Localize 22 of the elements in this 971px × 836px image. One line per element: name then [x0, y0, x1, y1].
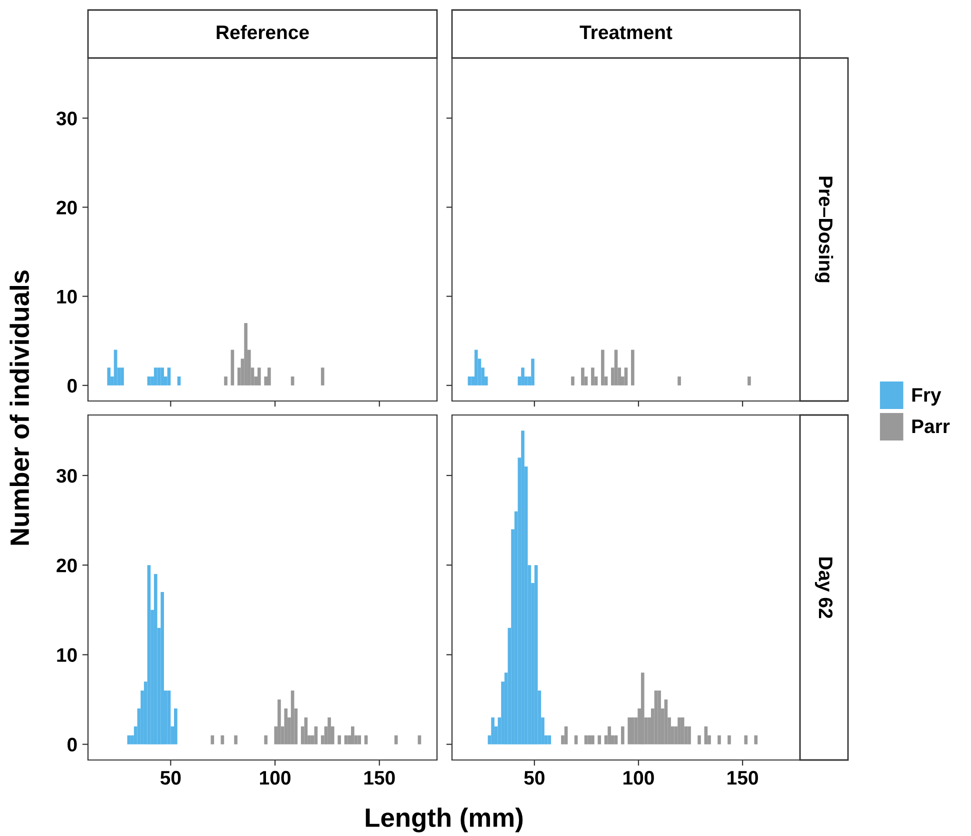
- legend-label: Fry: [912, 388, 942, 406]
- text: Pre–Dosing: [814, 176, 834, 282]
- legend-label: Parr: [912, 420, 950, 434]
- x-tick-label: 50: [160, 770, 181, 785]
- chart-title: Reference: [216, 24, 309, 40]
- y-tick-label: 20: [56, 558, 77, 572]
- x-tick-label: 150: [364, 770, 395, 785]
- y-tick-label: 10: [57, 648, 77, 662]
- chart-title: Treatment: [580, 26, 672, 40]
- x-tick-label: 100: [623, 770, 654, 785]
- x-tick-label: 100: [260, 770, 290, 785]
- y-tick-label: 0: [68, 378, 77, 393]
- y-tick-label: 0: [68, 738, 77, 752]
- x-axis-title: Length (mm): [366, 808, 523, 832]
- text: Day 62: [814, 557, 833, 618]
- y-axis-title: Number of individuals: [10, 270, 30, 545]
- y-tick-label: 30: [56, 468, 77, 483]
- y-tick-label: 30: [56, 112, 77, 126]
- y-tick-label: 20: [56, 200, 77, 214]
- x-tick-label: 150: [728, 770, 758, 785]
- y-tick-label: 10: [57, 290, 77, 304]
- x-tick-label: 50: [524, 770, 544, 785]
